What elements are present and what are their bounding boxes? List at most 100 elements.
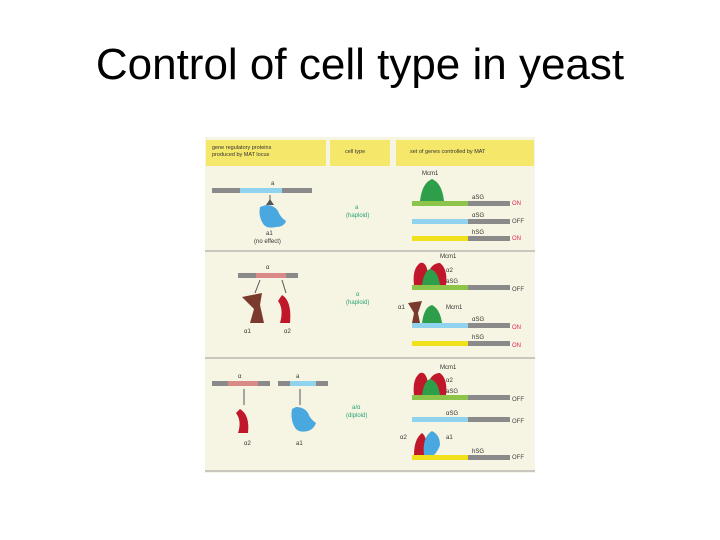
header-cell-genes: [396, 140, 534, 166]
gene-label-alphaSG: αSG: [472, 317, 484, 323]
dna-segment: [238, 273, 256, 278]
ploidy-label: (haploid): [346, 300, 369, 306]
gene-state-aSG: ON: [512, 201, 521, 207]
dna-segment: [286, 273, 298, 278]
gene-bar-alphaSG: [412, 323, 468, 328]
dna-segment: [282, 188, 312, 193]
arrow-line: [281, 279, 287, 294]
gene-bar-aSG-rest: [468, 285, 510, 290]
a1-protein-icon: [291, 407, 316, 432]
row-alpha-haploid: α α1 α2 α (haploid) Mcm1 α2 aSG OFF α1 M…: [238, 254, 524, 349]
gene-bar-hSG: [412, 236, 468, 241]
gene-state-alphaSG: OFF: [512, 219, 524, 225]
alpha1-protein-icon: [408, 301, 422, 323]
ploidy-label: (haploid): [346, 213, 369, 219]
gene-bar-alphaSG-rest: [468, 219, 510, 224]
gene-bar-alphaSG-rest: [468, 417, 510, 422]
gene-bar-aSG-rest: [468, 395, 510, 400]
gene-bar-aSG: [412, 285, 468, 290]
gene-bar-aSG: [412, 201, 468, 206]
gene-bar-hSG-rest: [468, 236, 510, 241]
gene-label-alphaSG: αSG: [472, 213, 484, 219]
row-a-alpha-diploid: α a α2 a1 a/α (diploid) Mcm1 α2 aSG OFF …: [212, 365, 524, 461]
gene-bar-alphaSG-rest: [468, 323, 510, 328]
protein-label: a1: [266, 231, 273, 237]
row-a-haploid: a a1 (no effect) a (haploid) Mcm1 aSG ON…: [212, 171, 524, 245]
cell-type-label: a: [355, 205, 359, 211]
gene-label-aSG: aSG: [446, 279, 458, 285]
alpha2-label-2: α2: [400, 435, 407, 441]
gene-state-alphaSG: ON: [512, 325, 521, 331]
gene-bar-hSG-rest: [468, 341, 510, 346]
alpha2-label: α2: [446, 268, 453, 274]
gene-label-hSG: hSG: [472, 230, 484, 236]
alpha1-protein-icon: [242, 293, 264, 323]
dna-segment: [212, 381, 228, 386]
gene-label-hSG: hSG: [472, 449, 484, 455]
protein-note: (no effect): [254, 239, 281, 245]
mcm1-label: Mcm1: [440, 365, 457, 371]
gene-state-aSG: OFF: [512, 287, 524, 293]
gene-label-aSG: aSG: [446, 389, 458, 395]
header-proteins-line2: produced by MAT locus: [212, 152, 270, 158]
gene-bar-alphaSG: [412, 219, 468, 224]
gene-bar-alphaSG: [412, 417, 468, 422]
alpha2-label: α2: [446, 378, 453, 384]
gene-label-alphaSG: αSG: [446, 411, 458, 417]
gene-state-hSG: ON: [512, 343, 521, 349]
locus-label: a: [271, 181, 275, 187]
gene-label-hSG: hSG: [472, 335, 484, 341]
mcm1-label-2: Mcm1: [446, 305, 463, 311]
header-cell-type-label: cell type: [345, 149, 365, 155]
header-cell-proteins: [206, 140, 326, 166]
protein-label-alpha2: α2: [244, 441, 251, 447]
gene-label-aSG: aSG: [472, 195, 484, 201]
alpha2-protein-icon: [236, 409, 249, 433]
gene-state-hSG: OFF: [512, 455, 524, 461]
mcm1-label: Mcm1: [440, 254, 457, 260]
yeast-cell-type-figure: gene regulatory proteins produced by MAT…: [200, 133, 540, 475]
dna-segment: [212, 188, 240, 193]
locus-label-a: a: [296, 374, 300, 380]
header-proteins-line1: gene regulatory proteins: [212, 145, 272, 151]
alpha2-protein-icon: [278, 295, 291, 323]
ploidy-label: (diploid): [346, 413, 367, 419]
slide-title: Control of cell type in yeast: [95, 40, 625, 89]
gene-bar-hSG-rest: [468, 455, 510, 460]
gene-state-aSG: OFF: [512, 397, 524, 403]
mcm1-protein-icon: [422, 269, 440, 285]
a1-protein-icon-2: [423, 431, 440, 455]
mcm1-protein-icon: [422, 379, 440, 395]
gene-bar-aSG: [412, 395, 468, 400]
cell-type-label: a/α: [352, 405, 361, 411]
mcm1-protein-icon: [420, 179, 444, 201]
gene-bar-aSG-rest: [468, 201, 510, 206]
protein-label-a1: a1: [296, 441, 303, 447]
arrow-line: [254, 279, 261, 294]
header-cell-type: [330, 140, 390, 166]
alpha1-label: α1: [398, 305, 405, 311]
alpha2-protein-icon-2: [414, 433, 427, 455]
arrow-icon: [266, 199, 274, 205]
header-genes-label: set of genes controlled by MAT: [410, 149, 486, 155]
protein-label-alpha2: α2: [284, 329, 291, 335]
gene-state-alphaSG: OFF: [512, 419, 524, 425]
dna-segment: [258, 381, 270, 386]
mat-alpha-gene: [256, 273, 286, 278]
mcm1-label: Mcm1: [422, 171, 439, 177]
cell-type-label: α: [356, 292, 360, 298]
mat-alpha-gene: [228, 381, 258, 386]
gene-bar-hSG: [412, 455, 468, 460]
mcm1-protein-icon-2: [422, 305, 442, 323]
locus-label: α: [266, 265, 270, 271]
mat-a-gene: [290, 381, 316, 386]
locus-label-alpha: α: [238, 374, 242, 380]
dna-segment: [278, 381, 290, 386]
protein-label-alpha1: α1: [244, 329, 251, 335]
gene-bar-hSG: [412, 341, 468, 346]
a1-label: a1: [446, 435, 453, 441]
a1-protein-icon: [259, 205, 286, 228]
figure-svg: gene regulatory proteins produced by MAT…: [205, 137, 535, 473]
gene-state-hSG: ON: [512, 236, 521, 242]
mat-a-gene: [240, 188, 282, 193]
